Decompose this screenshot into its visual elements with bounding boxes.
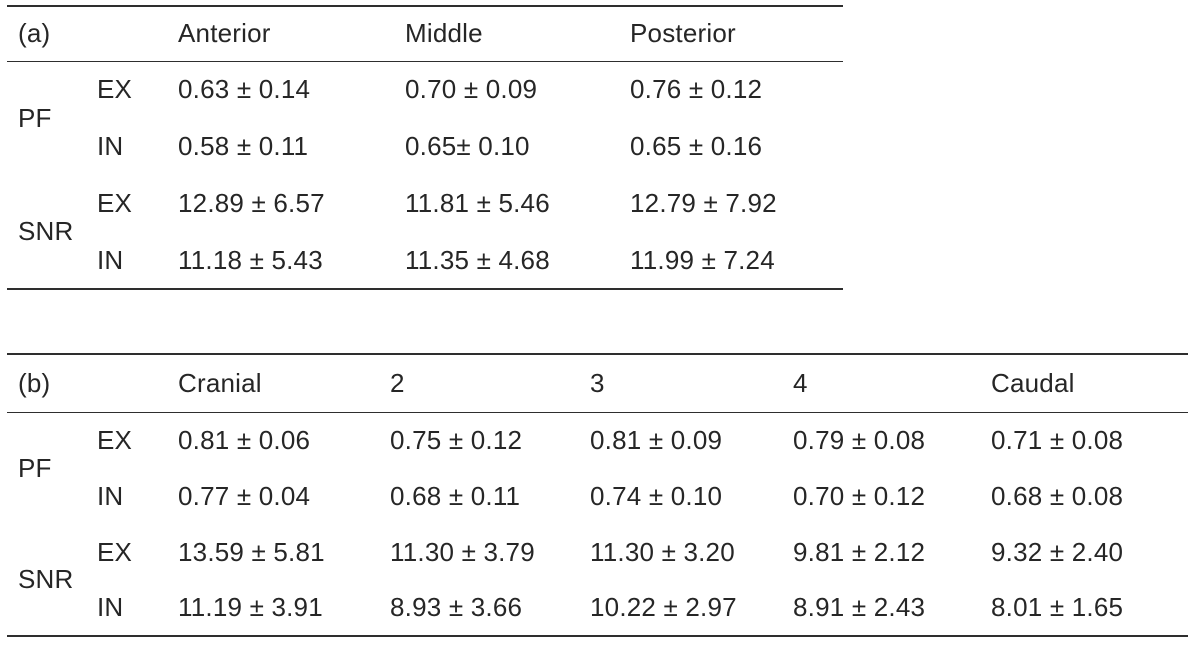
table-b-header-row: (b) Cranial 2 3 4 Caudal bbox=[7, 354, 1188, 413]
condition-label: IN bbox=[97, 244, 124, 275]
table-cell: 11.99 ± 7.24 bbox=[630, 244, 775, 275]
column-header-3: 3 bbox=[590, 354, 794, 413]
table-cell: 11.30 ± 3.79 bbox=[390, 536, 535, 567]
table-cell: 0.68 ± 0.11 bbox=[390, 480, 521, 511]
condition-label: EX bbox=[97, 188, 133, 218]
table-cell: 0.75 ± 0.12 bbox=[390, 424, 523, 455]
condition-label: EX bbox=[97, 74, 133, 105]
table-cell: 0.76 ± 0.12 bbox=[630, 74, 763, 105]
table-cell: 8.91 ± 2.43 bbox=[793, 592, 926, 622]
table-cell: 12.89 ± 6.57 bbox=[178, 188, 325, 218]
column-header-middle: Middle bbox=[405, 6, 631, 62]
column-header-caudal: Caudal bbox=[991, 354, 1188, 413]
column-header-anterior: Anterior bbox=[178, 6, 406, 62]
condition-label: IN bbox=[97, 131, 124, 161]
condition-label: IN bbox=[97, 592, 124, 622]
results-table-a: (a) Anterior Middle Posterior PF EX 0.63… bbox=[7, 5, 843, 290]
table-cell: 0.74 ± 0.10 bbox=[590, 480, 723, 511]
table-cell: 12.79 ± 7.92 bbox=[630, 188, 777, 218]
table-row: PF EX 0.63 ± 0.14 0.70 ± 0.09 0.76 ± 0.1… bbox=[7, 61, 843, 133]
table-cell: 8.93 ± 3.66 bbox=[390, 592, 523, 622]
table-cell: 0.65 ± 0.16 bbox=[630, 131, 763, 161]
table-cell: 11.19 ± 3.91 bbox=[178, 592, 323, 622]
table-cell: 0.58 ± 0.11 bbox=[178, 131, 309, 161]
table-cell: 13.59 ± 5.81 bbox=[178, 536, 325, 567]
row-group-label-snr: SNR bbox=[18, 216, 74, 246]
table-row: IN 0.58 ± 0.11 0.65± 0.10 0.65 ± 0.16 bbox=[7, 118, 843, 175]
table-row: SNR EX 12.89 ± 6.57 11.81 ± 5.46 12.79 ±… bbox=[7, 175, 843, 246]
table-row: SNR EX 13.59 ± 5.81 11.30 ± 3.79 11.30 ±… bbox=[7, 524, 1188, 595]
row-group-label-pf: PF bbox=[18, 452, 52, 483]
table-cell: 0.70 ± 0.12 bbox=[793, 480, 926, 511]
row-group-label-pf: PF bbox=[18, 102, 52, 133]
table-cell: 9.32 ± 2.40 bbox=[991, 536, 1124, 567]
table-a-label: (a) bbox=[7, 6, 179, 62]
table-row: IN 11.18 ± 5.43 11.35 ± 4.68 11.99 ± 7.2… bbox=[7, 232, 843, 289]
results-table-b: (b) Cranial 2 3 4 Caudal PF EX 0.81 ± 0.… bbox=[7, 353, 1188, 637]
table-cell: 0.70 ± 0.09 bbox=[405, 74, 538, 105]
column-header-posterior: Posterior bbox=[630, 6, 843, 62]
table-cell: 9.81 ± 2.12 bbox=[793, 536, 926, 567]
table-cell: 0.63 ± 0.14 bbox=[178, 74, 311, 105]
table-cell: 0.81 ± 0.09 bbox=[590, 424, 723, 455]
condition-label: EX bbox=[97, 536, 133, 567]
column-header-4: 4 bbox=[793, 354, 992, 413]
table-cell: 11.81 ± 5.46 bbox=[405, 188, 550, 218]
table-cell: 0.77 ± 0.04 bbox=[178, 480, 311, 511]
table-cell: 0.81 ± 0.06 bbox=[178, 424, 311, 455]
row-group-label-snr: SNR bbox=[18, 564, 74, 594]
table-row: PF EX 0.81 ± 0.06 0.75 ± 0.12 0.81 ± 0.0… bbox=[7, 412, 1188, 483]
table-a-header-row: (a) Anterior Middle Posterior bbox=[7, 6, 843, 62]
column-header-2: 2 bbox=[390, 354, 591, 413]
table-cell: 11.30 ± 3.20 bbox=[590, 536, 735, 567]
column-header-cranial: Cranial bbox=[178, 354, 391, 413]
table-row: IN 11.19 ± 3.91 8.93 ± 3.66 10.22 ± 2.97… bbox=[7, 580, 1188, 636]
table-b-label: (b) bbox=[7, 354, 179, 413]
condition-label: IN bbox=[97, 480, 124, 511]
table-row: IN 0.77 ± 0.04 0.68 ± 0.11 0.74 ± 0.10 0… bbox=[7, 468, 1188, 524]
table-cell: 0.71 ± 0.08 bbox=[991, 424, 1124, 455]
table-cell: 0.68 ± 0.08 bbox=[991, 480, 1124, 511]
table-cell: 0.65± 0.10 bbox=[405, 131, 530, 161]
table-cell: 11.18 ± 5.43 bbox=[178, 244, 323, 275]
table-cell: 8.01 ± 1.65 bbox=[991, 592, 1124, 622]
table-cell: 11.35 ± 4.68 bbox=[405, 244, 550, 275]
table-cell: 0.79 ± 0.08 bbox=[793, 424, 926, 455]
table-cell: 10.22 ± 2.97 bbox=[590, 592, 737, 622]
condition-label: EX bbox=[97, 424, 133, 455]
